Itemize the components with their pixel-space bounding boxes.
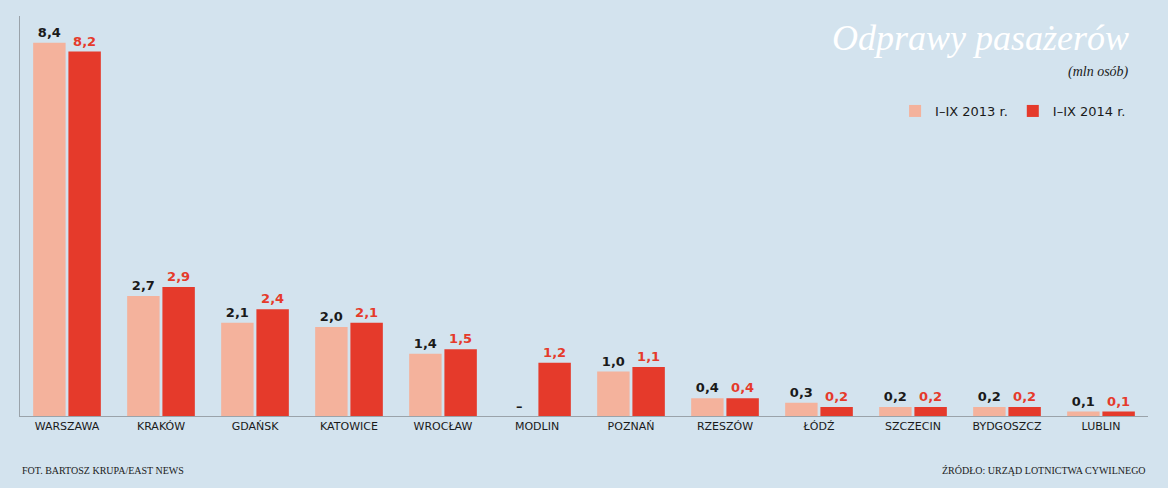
svg-text:2,1: 2,1: [355, 305, 378, 320]
svg-text:2,9: 2,9: [167, 269, 190, 284]
svg-text:8,2: 8,2: [73, 34, 96, 49]
svg-text:1,4: 1,4: [414, 336, 437, 351]
svg-text:I–IX 2013 r.: I–IX 2013 r.: [935, 104, 1008, 119]
svg-text:1,0: 1,0: [602, 354, 625, 369]
svg-text:ŹRÓDŁO: URZĄD LOTNICTWA CYWILN: ŹRÓDŁO: URZĄD LOTNICTWA CYWILNEGO: [942, 465, 1146, 476]
svg-text:LUBLIN: LUBLIN: [1082, 420, 1121, 433]
svg-text:(mln osób): (mln osób): [1068, 64, 1129, 80]
svg-text:2,0: 2,0: [320, 309, 343, 324]
svg-text:GDAŃSK: GDAŃSK: [232, 420, 280, 433]
svg-text:2,4: 2,4: [261, 291, 284, 306]
svg-text:SZCZECIN: SZCZECIN: [885, 420, 941, 433]
svg-text:MODLIN: MODLIN: [515, 420, 559, 433]
svg-text:1,5: 1,5: [449, 331, 472, 346]
svg-text:FOT. BARTOSZ KRUPA/EAST NEWS: FOT. BARTOSZ KRUPA/EAST NEWS: [22, 465, 184, 476]
svg-text:WARSZAWA: WARSZAWA: [35, 420, 100, 433]
svg-text:0,3: 0,3: [790, 385, 813, 400]
svg-text:POZNAŃ: POZNAŃ: [608, 420, 655, 433]
svg-text:0,2: 0,2: [978, 389, 1001, 404]
svg-text:0,1: 0,1: [1107, 394, 1130, 409]
svg-text:1,1: 1,1: [637, 349, 660, 364]
svg-text:2,7: 2,7: [132, 278, 155, 293]
svg-text:KATOWICE: KATOWICE: [320, 420, 378, 433]
svg-text:1,2: 1,2: [543, 345, 566, 360]
svg-text:8,4: 8,4: [38, 25, 61, 40]
svg-text:ŁÓDŹ: ŁÓDŹ: [803, 420, 835, 433]
svg-text:RZESZÓW: RZESZÓW: [697, 420, 753, 433]
svg-text:WROCŁAW: WROCŁAW: [414, 420, 473, 433]
svg-text:0,1: 0,1: [1072, 394, 1095, 409]
svg-text:0,2: 0,2: [1013, 389, 1036, 404]
svg-text:Odprawy pasażerów: Odprawy pasażerów: [832, 18, 1129, 58]
svg-text:2,1: 2,1: [226, 305, 249, 320]
svg-text:I–IX 2014 r.: I–IX 2014 r.: [1053, 104, 1126, 119]
svg-text:0,4: 0,4: [696, 380, 719, 395]
svg-text:0,4: 0,4: [731, 380, 754, 395]
svg-text:0,2: 0,2: [825, 389, 848, 404]
svg-text:BYDGOSZCZ: BYDGOSZCZ: [972, 420, 1042, 433]
svg-text:0,2: 0,2: [884, 389, 907, 404]
svg-text:KRAKÓW: KRAKÓW: [137, 420, 185, 433]
svg-text:0,2: 0,2: [919, 389, 942, 404]
svg-text:–: –: [516, 399, 523, 414]
